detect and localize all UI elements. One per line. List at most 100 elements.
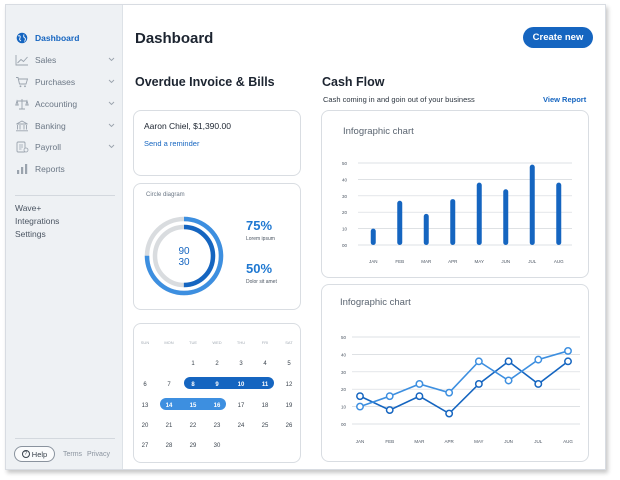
bar — [450, 199, 456, 245]
sidebar-link-integrations[interactable]: Integrations — [15, 216, 60, 226]
sidebar-item-sales[interactable]: Sales — [15, 52, 116, 68]
calendar-day[interactable]: 26 — [286, 423, 293, 429]
sidebar-footer-divider — [15, 438, 115, 439]
calendar-day[interactable]: 14 — [166, 403, 173, 409]
overdue-title: Overdue Invoice & Bills — [135, 75, 275, 89]
y-tick-label: 20 — [341, 387, 347, 392]
sidebar-item-label: Dashboard — [35, 33, 80, 43]
y-tick-label: 00 — [341, 422, 347, 427]
inner-progress-ring — [152, 224, 216, 288]
cashflow-title: Cash Flow — [322, 75, 385, 89]
stat-percent-2: 50% — [246, 261, 273, 276]
bar — [529, 164, 535, 245]
calendar-day[interactable]: 2 — [215, 361, 219, 367]
calendar-day[interactable]: 10 — [238, 382, 245, 388]
scale-icon — [15, 99, 29, 110]
calendar-card: SUN MON TUE WED THU FRI SAT 1 2 3 4 5 6 7 8 9 10 11 12 13 14… — [133, 323, 301, 463]
calendar-day[interactable]: 12 — [286, 382, 293, 388]
calendar-day[interactable]: 22 — [190, 423, 197, 429]
circle-value-2: 30 — [178, 257, 190, 268]
stat-percent-1: 75% — [246, 218, 273, 233]
calendar-day[interactable]: 30 — [214, 443, 221, 449]
sidebar-link-settings[interactable]: Settings — [15, 229, 46, 239]
create-new-button[interactable]: Create new — [523, 27, 593, 48]
help-button[interactable]: ? Help — [14, 446, 55, 462]
series-line — [359, 350, 569, 408]
privacy-link[interactable]: Privacy — [87, 451, 110, 458]
terms-link[interactable]: Terms — [63, 451, 83, 458]
sidebar-item-accounting[interactable]: Accounting — [15, 96, 116, 112]
sidebar-link-wave-plus[interactable]: Wave+ — [15, 203, 42, 213]
calendar-day[interactable]: 28 — [166, 443, 173, 449]
calendar-day[interactable]: 15 — [190, 403, 197, 409]
sidebar-item-purchases[interactable]: Purchases — [15, 74, 116, 90]
calendar-day[interactable]: 24 — [238, 423, 245, 429]
calendar-day[interactable]: 11 — [262, 382, 269, 388]
calendar-day[interactable]: 13 — [142, 403, 149, 409]
chevron-down-icon — [108, 144, 115, 149]
weekday-label: FRI — [262, 340, 268, 345]
x-tick-label: JUL — [534, 439, 542, 444]
data-point — [385, 406, 394, 415]
sidebar-item-reports[interactable]: Reports — [15, 161, 116, 177]
chevron-down-icon — [108, 57, 115, 62]
y-tick-label: 40 — [341, 352, 347, 357]
calendar-day[interactable]: 7 — [167, 382, 171, 388]
data-point — [474, 380, 483, 388]
outer-progress-ring — [144, 216, 224, 296]
calendar-day[interactable]: 3 — [239, 361, 243, 367]
data-point — [445, 388, 454, 397]
calendar-day[interactable]: 29 — [190, 443, 197, 449]
circle-diagram-card: Circle diagram 90 30 75% Lorem ipsum 50%… — [133, 183, 301, 310]
calendar-day[interactable]: 9 — [215, 382, 219, 388]
calendar-day[interactable]: 18 — [262, 403, 269, 409]
calendar-day[interactable]: 20 — [142, 423, 149, 429]
calendar-day[interactable]: 21 — [166, 423, 173, 429]
data-point — [504, 357, 513, 366]
x-tick-label: JUL — [528, 259, 536, 264]
calendar-day[interactable]: 17 — [238, 403, 245, 409]
y-tick-label: 50 — [342, 161, 348, 166]
chevron-down-icon — [108, 79, 115, 84]
bar-chart-icon — [17, 164, 28, 174]
sidebar-item-label: Payroll — [35, 142, 61, 152]
circle-diagram-label: Circle diagram — [146, 192, 185, 198]
data-point — [356, 402, 364, 411]
data-point — [474, 357, 483, 366]
selected-range — [160, 398, 226, 410]
weekday-label: MON — [164, 340, 173, 345]
calendar-day[interactable]: 23 — [214, 423, 221, 429]
y-tick-label: 10 — [342, 227, 348, 232]
view-report-link[interactable]: View Report — [543, 95, 587, 104]
calendar-day[interactable]: 1 — [191, 361, 195, 367]
x-tick-label: AUG — [563, 439, 573, 444]
calendar-day[interactable]: 8 — [191, 382, 195, 388]
calendar-day[interactable]: 6 — [143, 382, 147, 388]
calendar-day[interactable]: 27 — [142, 443, 149, 449]
sidebar-item-payroll[interactable]: Payroll — [15, 139, 116, 155]
sidebar-item-banking[interactable]: Banking — [15, 118, 116, 134]
payroll-icon — [16, 141, 29, 153]
line-chart-card: Infographic chart 00 10 20 30 40 50 JAN FEB MAR A… — [321, 284, 589, 462]
data-point — [564, 357, 572, 366]
question-icon: ? — [21, 450, 30, 458]
bank-icon — [16, 120, 28, 132]
chevron-down-icon — [108, 101, 115, 106]
x-tick-label: JAN — [369, 259, 378, 264]
data-point — [415, 392, 424, 401]
data-point — [445, 409, 454, 418]
cart-icon — [16, 77, 29, 88]
bar — [476, 182, 482, 245]
data-point — [415, 380, 424, 388]
sidebar-item-label: Reports — [35, 164, 65, 174]
x-tick-label: FEB — [395, 259, 404, 264]
send-reminder-link[interactable]: Send a reminder — [144, 139, 200, 148]
sidebar-item-dashboard[interactable]: Dashboard — [15, 30, 116, 46]
calendar-day[interactable]: 25 — [262, 423, 269, 429]
calendar-day[interactable]: 5 — [287, 361, 291, 367]
calendar-day[interactable]: 19 — [286, 403, 293, 409]
sidebar: Dashboard Sales Purchases Accounting — [6, 5, 123, 469]
calendar-day[interactable]: 4 — [263, 361, 267, 367]
calendar-day[interactable]: 16 — [214, 403, 221, 409]
